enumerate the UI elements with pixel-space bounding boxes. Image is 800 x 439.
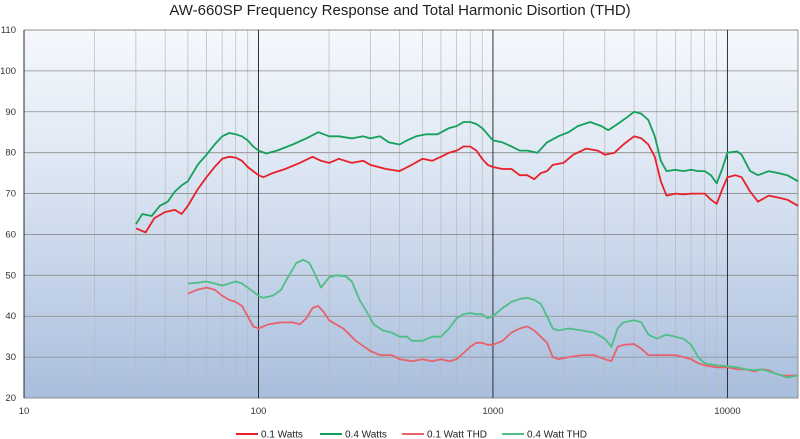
y-axis: 20 30 40 50 60 70 80 90 100 110	[0, 25, 16, 404]
legend-label: 0.4 Watts	[345, 430, 387, 439]
y-tick-label: 30	[5, 352, 16, 363]
series-lines	[135, 110, 799, 379]
x-axis: 10 100 1000 10000	[19, 406, 741, 417]
legend-label: 0.1 Watts	[261, 430, 303, 439]
series-line-2	[135, 110, 799, 225]
y-tick-label: 80	[5, 148, 16, 159]
y-tick-label: 50	[5, 270, 16, 281]
y-tick-label: 60	[5, 229, 16, 240]
x-tick-label: 10000	[714, 406, 740, 417]
legend-label: 0.1 Watt THD	[427, 430, 487, 439]
major-gridlines	[23, 29, 798, 399]
y-tick-label: 110	[1, 25, 16, 36]
x-tick-label: 100	[251, 406, 267, 417]
legend-label: 0.4 Watt THD	[527, 430, 587, 439]
y-tick-label: 40	[5, 311, 16, 322]
y-tick-label: 90	[5, 107, 16, 118]
series-line-1	[135, 135, 799, 234]
y-tick-label: 100	[0, 66, 16, 77]
series-line-4	[187, 258, 799, 379]
y-tick-label: 20	[5, 393, 16, 404]
legend: 0.1 Watts 0.4 Watts 0.1 Watt THD 0.4 Watt T…	[236, 430, 587, 439]
chart-title: AW-660SP Frequency Response and Total Ha…	[169, 2, 631, 19]
x-tick-label: 1000	[482, 406, 503, 417]
y-tick-label: 70	[5, 189, 16, 200]
x-tick-label: 10	[19, 406, 30, 417]
plot-area	[23, 29, 799, 399]
series-line-3	[187, 286, 798, 377]
